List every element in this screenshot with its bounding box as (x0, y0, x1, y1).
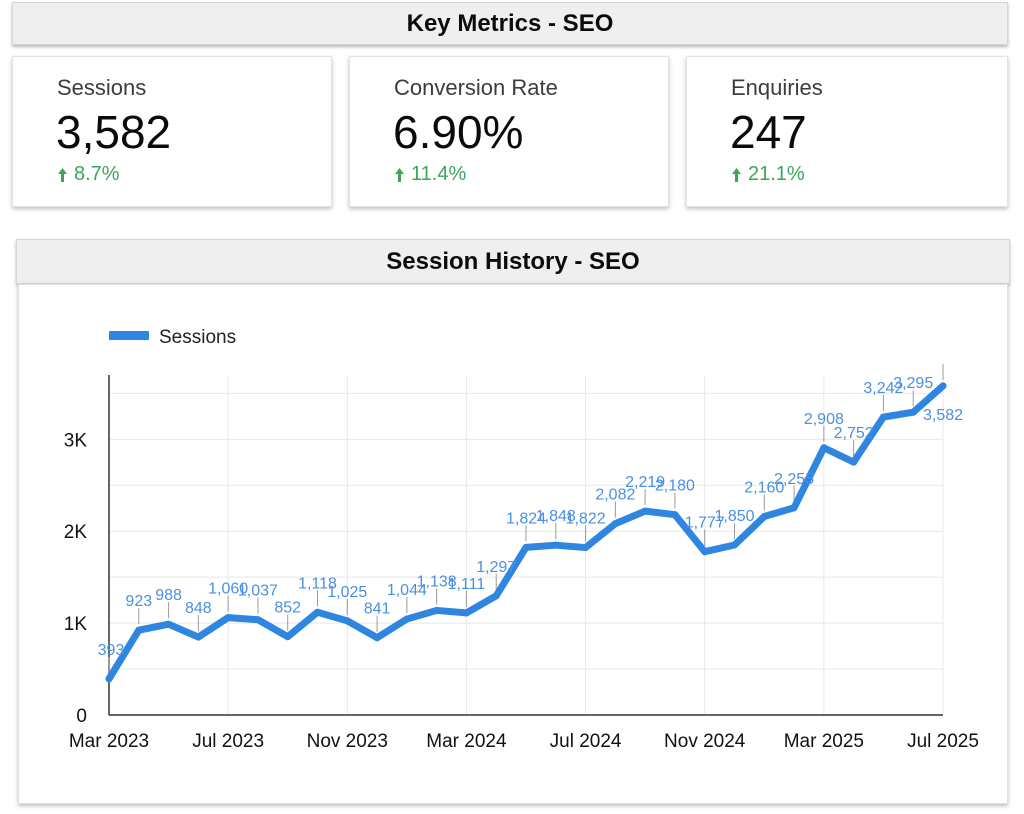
data-point (492, 592, 500, 600)
data-label: 1,060 (208, 581, 248, 598)
x-tick-label: Jul 2024 (550, 731, 622, 752)
data-label: 1,118 (298, 575, 337, 592)
data-point (135, 626, 143, 634)
y-tick-label: 0 (76, 706, 87, 727)
data-point (731, 541, 738, 549)
data-point (224, 614, 232, 622)
legend-label: Sessions (159, 327, 236, 348)
data-label: 1,111 (448, 576, 486, 593)
data-label: 2,255 (774, 471, 814, 488)
data-label: 3,582 (923, 407, 963, 424)
data-label: 841 (364, 601, 391, 618)
data-label: 1,044 (387, 582, 427, 599)
conversion-rate-scorecard[interactable]: Conversion Rate 6.90% 11.4% (349, 56, 669, 207)
data-point (165, 620, 173, 628)
data-label: 3,295 (893, 375, 933, 392)
data-point (105, 675, 113, 683)
data-label: 1,822 (566, 511, 606, 528)
scorecard-value: 3,582 (56, 106, 172, 158)
data-point (641, 507, 649, 515)
delta-value: 11.4% (411, 163, 467, 185)
data-label: 2,219 (625, 474, 665, 491)
arrow-up-icon (58, 167, 67, 182)
legend-swatch (109, 331, 149, 340)
data-point (254, 616, 262, 624)
scorecard-value: 247 (730, 106, 807, 158)
data-point (373, 634, 381, 642)
chart-canvas: 0 1K 2K 3K Mar 2023 Jul 2023 Nov 2023 Mar 2024 J… (64, 327, 979, 752)
data-point (462, 609, 470, 617)
data-point (552, 541, 560, 549)
data-point (284, 633, 292, 641)
data-label: 848 (185, 600, 212, 617)
data-label: 1,037 (238, 583, 278, 600)
data-point (820, 444, 828, 452)
x-tick-label: Mar 2025 (784, 731, 864, 752)
scorecard-label: Enquiries (731, 75, 823, 100)
data-point (939, 382, 947, 390)
data-label: 3,242 (863, 380, 903, 397)
y-tick-label: 1K (64, 614, 88, 635)
x-tick-label: Nov 2023 (307, 731, 388, 752)
x-tick-label: Mar 2024 (426, 731, 507, 752)
scorecard-value: 6.90% (393, 106, 524, 158)
data-point (760, 513, 768, 521)
scorecard-delta: 8.7% (57, 163, 120, 186)
data-label: 1,850 (714, 508, 754, 525)
data-label: 852 (274, 600, 301, 617)
scorecard-label: Conversion Rate (394, 75, 558, 100)
data-point (194, 633, 202, 641)
data-point (701, 548, 709, 556)
data-label: 2,160 (744, 480, 784, 497)
scorecard-label: Sessions (57, 75, 147, 100)
data-label: 1,025 (327, 584, 367, 601)
data-point (522, 543, 530, 551)
data-point (850, 458, 858, 466)
data-point (611, 520, 619, 528)
delta-value: 21.1% (748, 163, 805, 185)
data-point (909, 408, 917, 416)
x-tick-label: Nov 2024 (664, 731, 746, 752)
data-label: 2,908 (804, 411, 844, 428)
data-label: 1,138 (417, 573, 457, 590)
sessions-scorecard[interactable]: Sessions 3,582 8.7% (12, 56, 332, 207)
data-point (879, 413, 887, 421)
chart-title: Session History - SEO (16, 239, 1010, 284)
data-label: 2,082 (595, 487, 635, 504)
data-label: 1,297 (476, 559, 516, 576)
data-point (343, 617, 351, 625)
data-label: 1,824 (506, 510, 546, 527)
data-point (671, 511, 679, 519)
data-label: 2,180 (655, 478, 695, 495)
arrow-up-icon (395, 167, 404, 182)
y-tick-label: 2K (64, 522, 88, 543)
data-point (582, 544, 590, 552)
data-label: 923 (125, 593, 152, 610)
data-point (790, 504, 798, 512)
x-tick-label: Jul 2023 (192, 731, 264, 752)
arrow-up-icon (732, 167, 741, 182)
data-label: 988 (155, 587, 182, 604)
scorecard-delta: 21.1% (731, 163, 805, 186)
session-history-chart[interactable]: 0 1K 2K 3K Mar 2023 Jul 2023 Nov 2023 Mar 2024 J… (18, 284, 1008, 804)
x-tick-label: Mar 2023 (69, 731, 149, 752)
data-point (314, 608, 321, 616)
data-point (403, 615, 411, 623)
data-label: 1,848 (536, 508, 576, 525)
data-label: 393 (98, 642, 125, 659)
data-label: 1,777 (685, 515, 725, 532)
scorecard-delta: 11.4% (394, 163, 466, 186)
data-label: 2,752 (834, 425, 874, 442)
y-tick-label: 3K (64, 430, 88, 451)
data-point (433, 606, 441, 614)
key-metrics-title: Key Metrics - SEO (12, 2, 1008, 45)
delta-value: 8.7% (74, 163, 120, 185)
x-tick-label: Jul 2025 (907, 731, 979, 752)
enquiries-scorecard[interactable]: Enquiries 247 21.1% (686, 56, 1008, 207)
